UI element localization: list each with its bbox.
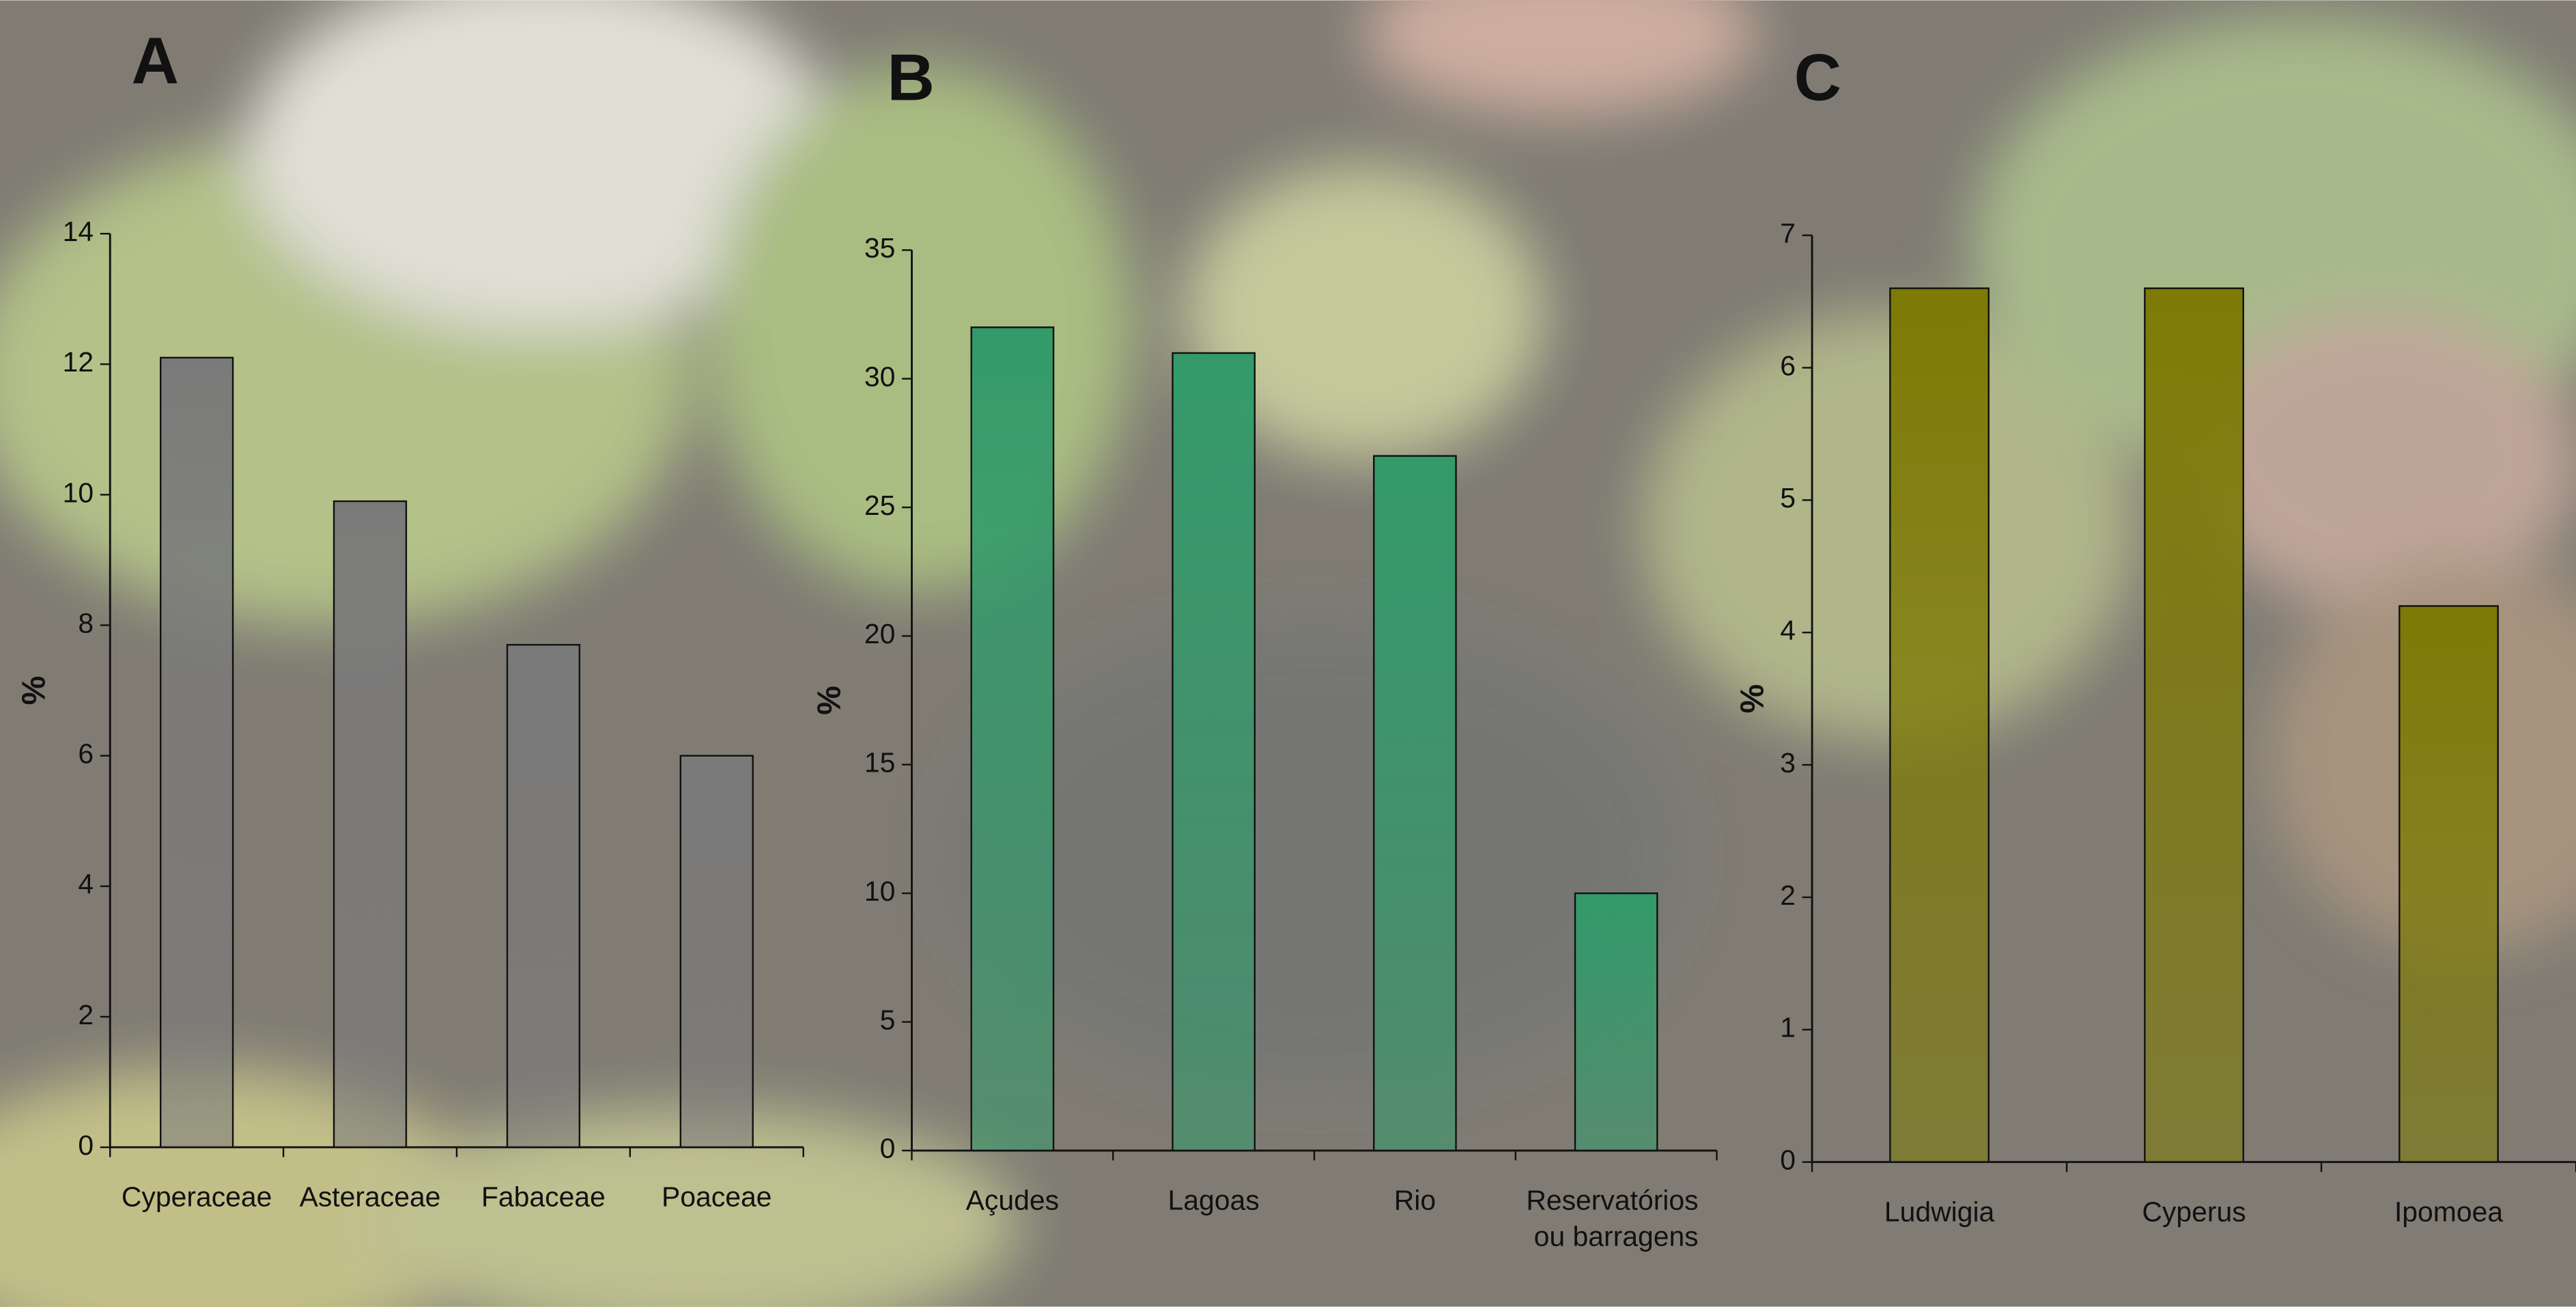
- x-tick-label: Ludwigia: [1884, 1196, 1995, 1227]
- panel-label: B: [887, 41, 935, 114]
- panel-label: C: [1794, 41, 1842, 114]
- bar: [681, 756, 753, 1147]
- y-tick-label: 25: [864, 490, 895, 521]
- x-tick-label: Cyperus: [2142, 1196, 2246, 1227]
- bar: [972, 327, 1053, 1151]
- y-tick-label: 7: [1780, 217, 1796, 249]
- bar: [2399, 606, 2497, 1162]
- bar: [1575, 893, 1657, 1151]
- y-tick-label: 1: [1780, 1012, 1796, 1043]
- y-tick-label: 35: [864, 232, 895, 264]
- y-axis-label: %: [16, 676, 53, 705]
- y-tick-label: 4: [1780, 615, 1796, 646]
- y-tick-label: 30: [864, 361, 895, 392]
- figure: A%02468101214CyperaceaeAsteraceaeFabacea…: [0, 0, 2576, 1307]
- y-tick-label: 5: [880, 1004, 896, 1035]
- bar: [1172, 353, 1254, 1151]
- bar: [1374, 456, 1456, 1151]
- y-tick-label: 4: [78, 869, 94, 900]
- x-tick-label: Cyperaceae: [122, 1181, 272, 1213]
- y-tick-label: 10: [864, 875, 895, 907]
- x-tick-label: Ipomoea: [2394, 1196, 2503, 1227]
- page: {"chart_data": [ {"type": "bar", "title"…: [0, 0, 2576, 1307]
- y-tick-label: 0: [78, 1129, 94, 1161]
- y-axis-label: %: [1734, 684, 1771, 714]
- x-tick-label: Rio: [1394, 1185, 1436, 1216]
- y-tick-label: 3: [1780, 747, 1796, 778]
- y-tick-label: 6: [78, 738, 94, 770]
- y-tick-label: 6: [1780, 350, 1796, 381]
- y-tick-label: 0: [880, 1133, 896, 1164]
- y-tick-label: 10: [63, 477, 94, 508]
- panel-label: A: [132, 25, 180, 98]
- bar: [2145, 288, 2243, 1162]
- y-tick-label: 20: [864, 618, 895, 649]
- bar: [507, 645, 580, 1147]
- x-tick-label: Lagoas: [1168, 1185, 1260, 1216]
- y-tick-label: 8: [78, 607, 94, 638]
- y-tick-label: 2: [1780, 880, 1796, 911]
- x-tick-label: Asteraceae: [300, 1181, 441, 1213]
- bar: [334, 501, 406, 1147]
- x-tick-label: Poaceae: [662, 1181, 772, 1213]
- y-tick-label: 5: [1780, 482, 1796, 514]
- bar: [1890, 288, 1988, 1162]
- x-tick-label: Fabaceae: [481, 1181, 606, 1213]
- y-tick-label: 0: [1780, 1144, 1796, 1176]
- y-axis-label: %: [810, 686, 847, 715]
- y-tick-label: 12: [63, 346, 94, 378]
- bar: [160, 358, 233, 1147]
- x-tick-label: Açudes: [966, 1185, 1059, 1216]
- y-tick-label: 14: [63, 216, 94, 247]
- y-tick-label: 15: [864, 747, 895, 778]
- y-tick-label: 2: [78, 999, 94, 1030]
